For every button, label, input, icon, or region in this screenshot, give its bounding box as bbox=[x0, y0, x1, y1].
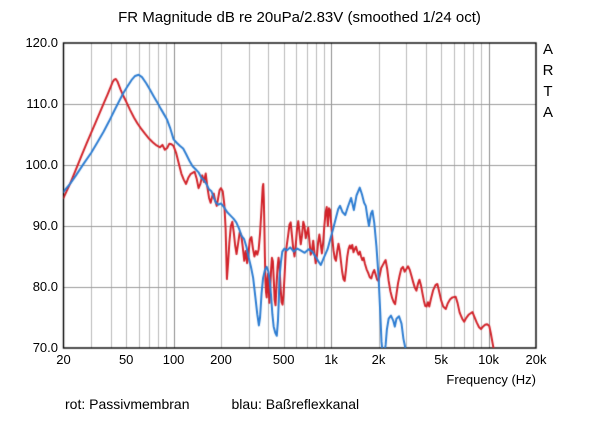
y-tick-label: 120.0 bbox=[25, 35, 58, 50]
watermark-letter: A bbox=[542, 104, 553, 121]
chart-title: FR Magnitude dB re 20uPa/2.83V (smoothed… bbox=[118, 9, 481, 26]
watermark-letter: A bbox=[542, 41, 553, 58]
y-tick-label: 100.0 bbox=[25, 157, 58, 172]
x-tick-label: 200 bbox=[210, 352, 232, 367]
x-tick-label: 500 bbox=[272, 352, 295, 367]
x-tick-label: 50 bbox=[118, 352, 134, 367]
legend-caption: rot: Passivmembran blau: Baßreflexkanal bbox=[65, 396, 401, 412]
x-tick-label: 10k bbox=[478, 352, 500, 367]
x-tick-label: 20k bbox=[525, 352, 547, 367]
legend-red-label: rot: Passivmembran bbox=[65, 396, 190, 412]
watermark-letter: T bbox=[543, 83, 553, 100]
watermark-letter: R bbox=[542, 62, 554, 79]
x-tick-label: 1k bbox=[324, 352, 338, 367]
y-tick-label: 90.0 bbox=[32, 218, 58, 233]
x-tick-label: 5k bbox=[434, 352, 449, 367]
legend-blue-label: blau: Baßreflexkanal bbox=[231, 396, 360, 412]
x-tick-label: 20 bbox=[56, 352, 71, 367]
x-tick-label: 100 bbox=[162, 352, 185, 367]
x-axis-title: Frequency (Hz) bbox=[446, 372, 536, 387]
y-tick-label: 70.0 bbox=[32, 340, 58, 355]
x-tick-label: 2k bbox=[371, 352, 386, 367]
y-tick-label: 80.0 bbox=[32, 279, 58, 294]
y-tick-label: 110.0 bbox=[26, 96, 58, 111]
